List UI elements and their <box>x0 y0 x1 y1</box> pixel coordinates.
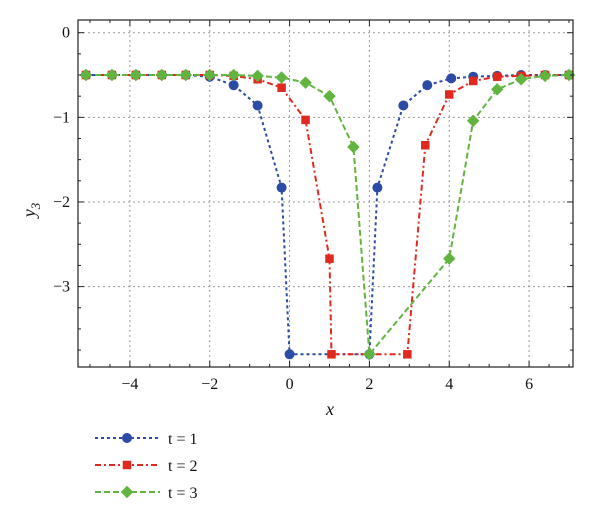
legend-label: t = 3 <box>168 485 197 502</box>
data-point <box>105 68 119 82</box>
data-point <box>445 90 454 99</box>
data-point <box>422 80 433 91</box>
data-point <box>251 69 264 83</box>
legend-item: t = 3 <box>95 485 197 502</box>
y-tick-label: 0 <box>62 25 70 42</box>
data-point <box>347 140 360 154</box>
x-tick-label: 6 <box>525 376 533 393</box>
legend-marker <box>122 460 132 470</box>
legend-label: t = 2 <box>168 458 197 475</box>
x-axis-label: x <box>325 399 334 419</box>
x-tick-label: −4 <box>121 376 138 393</box>
data-point <box>276 182 287 193</box>
y-axis-label-text: y3 <box>19 202 43 219</box>
x-tick-label: −2 <box>201 376 218 393</box>
data-point <box>277 83 286 92</box>
data-point <box>275 71 288 84</box>
series-3 <box>79 68 576 361</box>
data-point <box>398 100 409 111</box>
series-1 <box>80 70 575 360</box>
data-point <box>490 83 504 96</box>
x-tick-label: 4 <box>445 376 453 393</box>
y-tick-label: −1 <box>53 109 70 126</box>
legend-item: t = 1 <box>95 431 197 448</box>
data-point <box>562 68 576 82</box>
series-layer <box>79 68 576 361</box>
data-point <box>421 141 430 150</box>
legend-label: t = 1 <box>168 431 197 448</box>
legend-item: t = 2 <box>95 458 197 475</box>
series-2 <box>81 70 574 359</box>
data-point <box>155 68 169 82</box>
data-point <box>327 350 336 359</box>
data-point <box>252 100 263 111</box>
data-point <box>228 80 239 91</box>
data-point <box>284 349 295 360</box>
data-point <box>403 350 412 359</box>
data-point <box>227 68 240 82</box>
data-point <box>492 72 502 81</box>
tick-labels: −4 −2 0 2 4 6 0 −1 −2 −3 <box>53 25 533 393</box>
y-axis-label: y3 <box>19 202 43 219</box>
data-point <box>179 68 193 82</box>
data-point <box>443 252 456 265</box>
data-point <box>129 68 143 82</box>
x-tick-label: 2 <box>365 376 373 393</box>
x-tick-label: 0 <box>286 376 294 393</box>
data-point <box>203 68 216 82</box>
y-tick-label: −3 <box>53 279 70 296</box>
data-point <box>538 69 552 83</box>
data-point <box>466 114 480 127</box>
data-point <box>299 76 312 89</box>
data-point <box>372 182 383 193</box>
legend-marker <box>122 433 132 443</box>
y-tick-label: −2 <box>53 194 70 211</box>
data-point <box>325 254 334 263</box>
data-point <box>468 76 478 86</box>
legend: t = 1 t = 2 t = 3 <box>95 431 197 502</box>
data-point <box>301 115 310 125</box>
legend-marker <box>120 485 134 499</box>
data-point <box>79 68 93 82</box>
data-point <box>363 348 376 361</box>
data-point <box>514 72 528 86</box>
ticks <box>78 20 573 367</box>
plot-frame <box>77 19 574 368</box>
data-point <box>323 89 336 103</box>
data-point <box>446 73 457 84</box>
